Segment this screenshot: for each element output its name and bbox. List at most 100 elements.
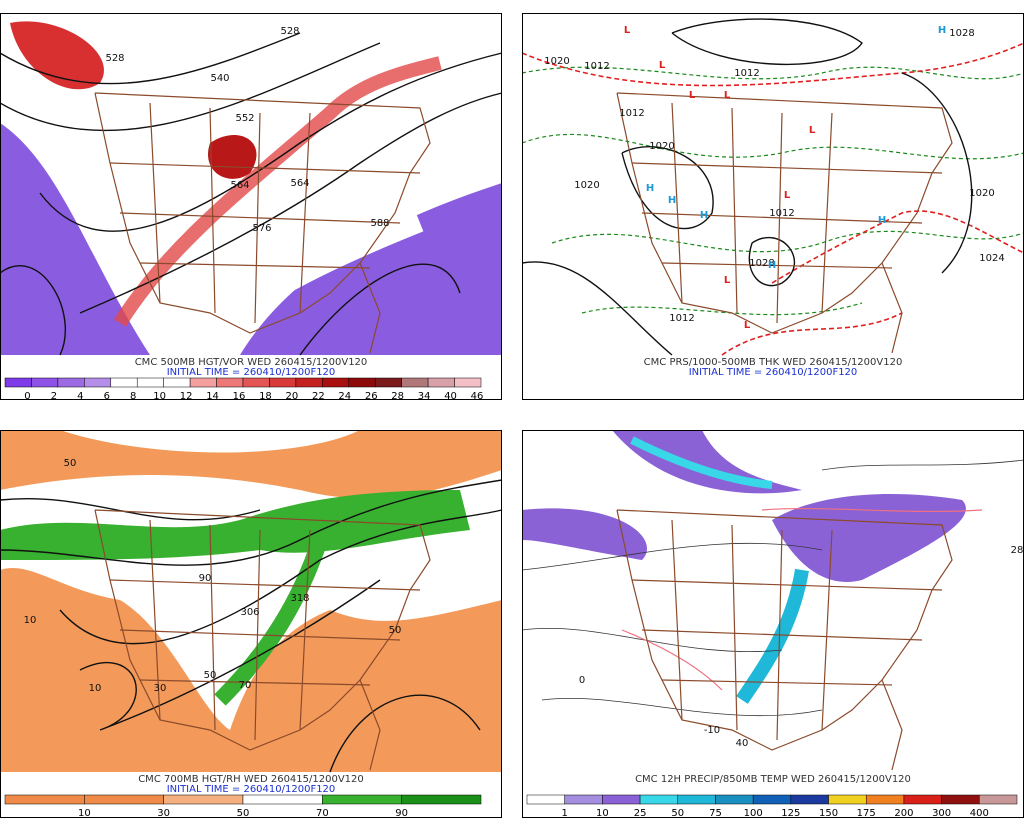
vort-area bbox=[0, 123, 150, 355]
legend-label: 25 bbox=[634, 808, 647, 819]
legend-swatch bbox=[242, 794, 323, 805]
pressure-center: L bbox=[659, 60, 666, 71]
legend-label: 40 bbox=[444, 391, 457, 401]
legend-swatch bbox=[374, 377, 402, 388]
pressure-center: H bbox=[668, 195, 676, 206]
caption-bg bbox=[523, 356, 1023, 399]
legend-label: 4 bbox=[77, 391, 83, 401]
pressure-center: L bbox=[724, 90, 731, 101]
pressure-center: H bbox=[646, 183, 654, 194]
contour-label: 1020 bbox=[969, 188, 994, 199]
height-contour bbox=[0, 32, 503, 356]
contour-label: 10 bbox=[24, 615, 37, 626]
caption-bg bbox=[1, 773, 501, 816]
legend-label: 6 bbox=[104, 391, 110, 401]
contour-label: 1012 bbox=[669, 313, 694, 324]
legend-swatch bbox=[979, 794, 1018, 805]
legend-label: 10 bbox=[78, 808, 91, 819]
caption: CMC 500MB HGT/VOR WED 260415/1200V120 bbox=[135, 357, 368, 368]
legend-label: 10 bbox=[596, 808, 609, 819]
map-fill bbox=[183, 214, 424, 362]
legend-swatch bbox=[57, 377, 85, 388]
legend-swatch bbox=[31, 377, 59, 388]
legend-swatch bbox=[348, 377, 376, 388]
contour-label: 1012 bbox=[619, 108, 644, 119]
contour-label: 90 bbox=[199, 573, 212, 584]
contour-label: 0 bbox=[579, 675, 585, 686]
legend-label: 30 bbox=[157, 808, 170, 819]
legend-swatch bbox=[828, 794, 867, 805]
legend-swatch bbox=[163, 794, 244, 805]
caption: CMC 12H PRECIP/850MB TEMP WED 260415/120… bbox=[635, 774, 911, 785]
contour-label: 1012 bbox=[769, 208, 794, 219]
legend-label: 75 bbox=[709, 808, 722, 819]
legend-swatch bbox=[110, 377, 138, 388]
legend-swatch bbox=[526, 794, 565, 805]
contour-label: 1012 bbox=[584, 61, 609, 72]
contour-label: 576 bbox=[252, 223, 271, 234]
legend-label: 10 bbox=[153, 391, 166, 401]
caption: CMC 700MB HGT/RH WED 260415/1200V120 bbox=[138, 774, 364, 785]
legend-swatch bbox=[242, 377, 270, 388]
contour-label: 10 bbox=[89, 683, 102, 694]
pressure-center: L bbox=[809, 125, 816, 136]
temp-contour bbox=[621, 507, 983, 691]
legend-label: 28 bbox=[391, 391, 404, 401]
legend-swatch bbox=[401, 377, 429, 388]
legend-label: 100 bbox=[744, 808, 763, 819]
contour-label: 318 bbox=[290, 593, 309, 604]
legend-swatch bbox=[136, 377, 164, 388]
contour-label: 564 bbox=[230, 180, 249, 191]
legend-label: 175 bbox=[857, 808, 876, 819]
legend-label: 12 bbox=[180, 391, 193, 401]
precip-area bbox=[612, 430, 802, 494]
contour-label: 70 bbox=[239, 680, 252, 691]
legend-label: 300 bbox=[932, 808, 951, 819]
legend-label: 14 bbox=[206, 391, 219, 401]
precip-area bbox=[736, 568, 809, 704]
legend-swatch bbox=[752, 794, 792, 805]
contour-label: 1020 bbox=[544, 56, 569, 67]
contour-label: 528 bbox=[105, 53, 124, 64]
legend-swatch bbox=[401, 794, 482, 805]
legend-swatch bbox=[4, 377, 32, 388]
contour-label: 50 bbox=[64, 458, 77, 469]
legend-swatch bbox=[941, 794, 980, 805]
panel-500mb: 528 540 552 564 564 576 588 528 CMC 500MB HGT/VO… bbox=[0, 13, 503, 401]
pressure-center: L bbox=[784, 190, 791, 201]
legend-swatch bbox=[163, 377, 191, 388]
panel-frame bbox=[0, 430, 502, 818]
contour-label: 1020 bbox=[649, 141, 674, 152]
legend-label: 26 bbox=[365, 391, 378, 401]
legend-swatch bbox=[269, 377, 297, 388]
legend-label: 20 bbox=[286, 391, 299, 401]
contour-label: -10 bbox=[704, 725, 720, 736]
init-time: INITIAL TIME = 260410/1200F120 bbox=[167, 367, 336, 378]
contour-label: 552 bbox=[235, 113, 254, 124]
pressure-center: L bbox=[724, 275, 731, 286]
legend-label: 50 bbox=[237, 808, 250, 819]
vort-band bbox=[114, 56, 442, 327]
contour-label: 528 bbox=[280, 26, 299, 37]
caption-bg bbox=[523, 773, 1023, 816]
contour-label: 1012 bbox=[734, 68, 759, 79]
vort-max bbox=[10, 21, 104, 90]
caption: CMC PRS/1000-500MB THK WED 260415/1200V1… bbox=[644, 357, 903, 368]
legend-swatch bbox=[84, 377, 112, 388]
precip-area bbox=[522, 508, 647, 560]
legend-label: 125 bbox=[781, 808, 800, 819]
legend-label: 1 bbox=[562, 808, 568, 819]
legend-swatch bbox=[564, 794, 603, 805]
contour-label: 28 bbox=[1011, 545, 1024, 556]
contour-label: 1028 bbox=[949, 28, 974, 39]
legend-swatch bbox=[295, 377, 323, 388]
contour-label: 40 bbox=[736, 738, 749, 749]
legend-swatch bbox=[427, 377, 455, 388]
legend-swatch bbox=[84, 794, 164, 805]
legend-label: 70 bbox=[316, 808, 329, 819]
contour-label: 30 bbox=[154, 683, 167, 694]
legend-swatch bbox=[4, 794, 85, 805]
pressure-contour bbox=[522, 18, 973, 356]
pressure-center: L bbox=[744, 320, 751, 331]
